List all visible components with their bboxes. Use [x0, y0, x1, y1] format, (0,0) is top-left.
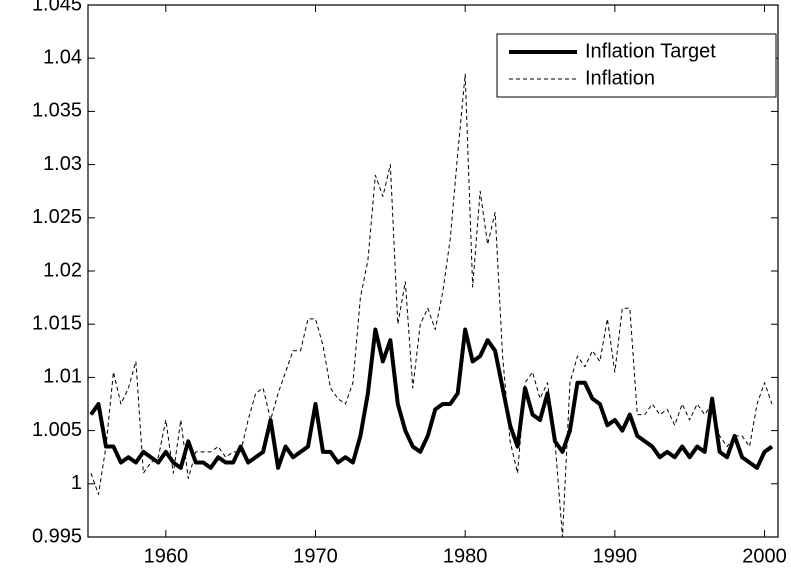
series-line [90, 73, 773, 538]
y-tick-label: 1.04 [43, 46, 82, 68]
y-tick-label: 0.995 [32, 525, 82, 547]
x-tick-label: 1960 [144, 545, 189, 567]
series-line [89, 327, 774, 470]
y-tick-label: 1.025 [32, 206, 82, 228]
x-tick-label: 2000 [742, 545, 787, 567]
y-tick-label: 1.005 [32, 419, 82, 441]
legend-box [496, 33, 777, 98]
y-tick-label: 1.045 [32, 0, 82, 15]
x-tick-label: 1990 [593, 545, 638, 567]
y-tick-label: 1 [71, 472, 82, 494]
x-tick-label: 1980 [443, 545, 488, 567]
legend-label: Inflation [585, 67, 655, 89]
y-tick-label: 1.015 [32, 312, 82, 334]
y-tick-label: 1.02 [43, 259, 82, 281]
legend-label: Inflation Target [585, 40, 716, 62]
y-tick-label: 1.01 [43, 366, 82, 388]
y-tick-label: 1.03 [43, 153, 82, 175]
y-tick-label: 1.035 [32, 100, 82, 122]
x-tick-label: 1970 [293, 545, 338, 567]
